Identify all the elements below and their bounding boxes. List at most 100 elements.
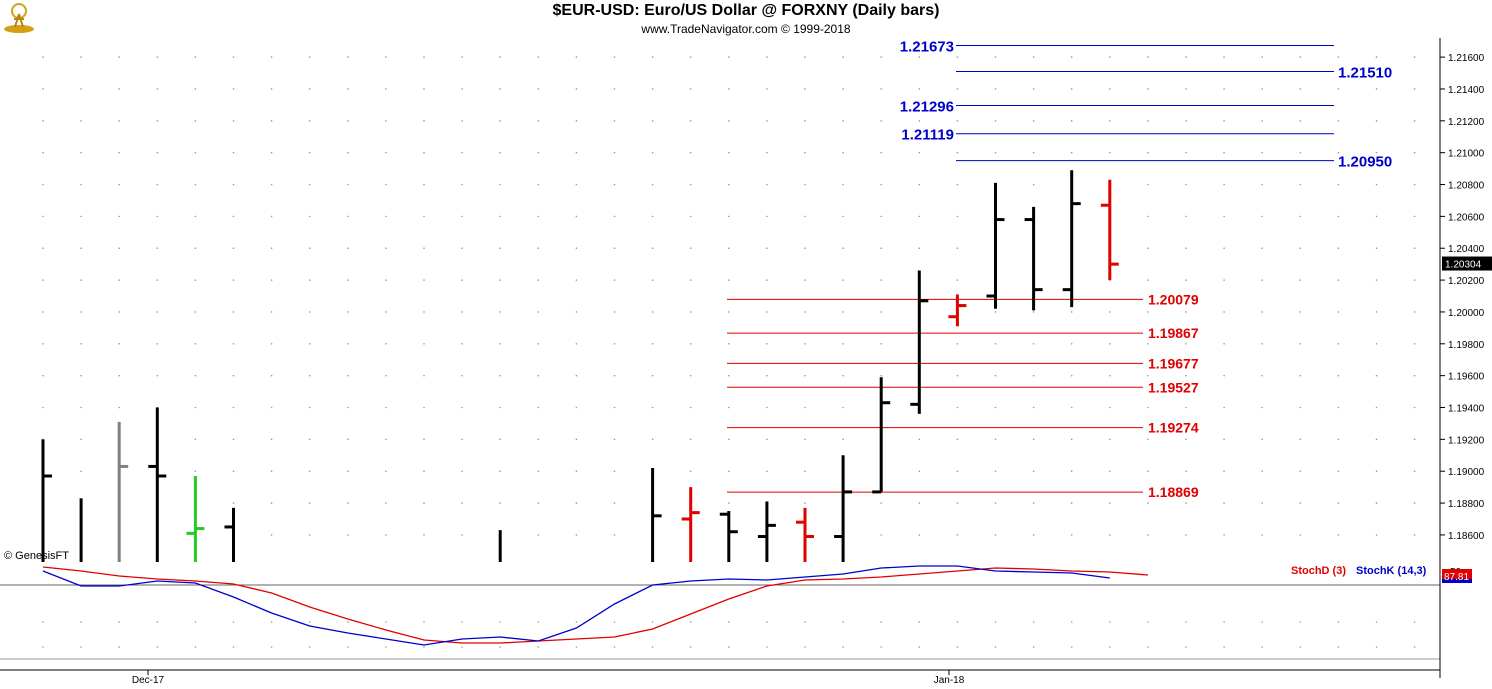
- grid-dot: [308, 470, 311, 473]
- grid-dot: [385, 621, 387, 623]
- grid-dot: [308, 534, 311, 536]
- grid-dot: [1337, 311, 1340, 313]
- grid-dot: [1337, 470, 1340, 473]
- grid-dot: [880, 88, 882, 90]
- grid-dot: [118, 279, 120, 281]
- blue-level-label: 1.21119: [901, 127, 954, 144]
- grid-dot: [118, 406, 120, 409]
- grid-dot: [156, 279, 159, 281]
- grid-dot: [156, 621, 159, 623]
- grid-dot: [1185, 534, 1187, 536]
- grid-dot: [804, 311, 806, 313]
- grid-dots: [42, 56, 1416, 648]
- grid-dot: [1109, 621, 1111, 623]
- grid-dot: [1375, 502, 1378, 504]
- grid-dot: [194, 120, 197, 122]
- grid-dot: [232, 438, 235, 441]
- grid-dot: [651, 621, 654, 623]
- grid-dot: [118, 215, 120, 218]
- chart-title: $EUR-USD: Euro/US Dollar @ FORXNY (Daily…: [552, 2, 940, 19]
- blue-level-label: 1.21510: [1338, 64, 1392, 81]
- grid-dot: [42, 56, 44, 58]
- grid-dot: [194, 183, 197, 186]
- red-level-label: 1.19867: [1148, 325, 1199, 341]
- y-tick-label: 1.18800: [1448, 499, 1485, 510]
- grid-dot: [575, 342, 578, 345]
- ohlc-bar: [186, 475, 205, 562]
- grid-dot: [956, 621, 959, 623]
- grid-dot: [842, 247, 844, 250]
- grid-dot: [80, 56, 82, 58]
- grid-dot: [308, 151, 311, 154]
- grid-dot: [80, 621, 82, 623]
- grid-dot: [42, 646, 44, 648]
- grid-dot: [880, 183, 882, 186]
- ohlc-bar: [117, 421, 129, 562]
- grid-dot: [1413, 311, 1416, 313]
- grid-dot: [42, 88, 44, 90]
- grid-dot: [1375, 151, 1378, 154]
- grid-dot: [804, 183, 806, 186]
- grid-dot: [232, 470, 235, 473]
- grid-dot: [194, 215, 197, 218]
- grid-dot: [689, 374, 692, 377]
- grid-dot: [575, 311, 578, 313]
- grid-dot: [42, 311, 44, 313]
- grid-dot: [1413, 120, 1416, 122]
- grid-dot: [1299, 502, 1302, 504]
- grid-dot: [613, 247, 616, 250]
- grid-dot: [347, 88, 349, 90]
- grid-dot: [118, 183, 120, 186]
- grid-dot: [423, 502, 425, 504]
- grid-dot: [308, 406, 311, 409]
- grid-dot: [575, 438, 578, 441]
- grid-dot: [1147, 438, 1149, 441]
- grid-dot: [880, 215, 882, 218]
- grid-dot: [804, 247, 806, 250]
- grid-dot: [956, 279, 959, 281]
- grid-dot: [1185, 646, 1187, 648]
- grid-dot: [1375, 247, 1378, 250]
- grid-dot: [537, 151, 540, 154]
- grid-dot: [842, 215, 844, 218]
- grid-dot: [194, 646, 197, 648]
- grid-dot: [1299, 534, 1302, 536]
- ohlc-bar: [948, 294, 967, 327]
- grid-dot: [956, 88, 959, 90]
- grid-dot: [270, 311, 273, 313]
- grid-dot: [1413, 342, 1416, 345]
- grid-dot: [1299, 470, 1302, 473]
- grid-dot: [575, 215, 578, 218]
- stoch-series-line: [42, 565, 1110, 646]
- grid-dot: [1070, 374, 1073, 377]
- grid-dot: [1223, 534, 1225, 536]
- grid-dot: [613, 151, 616, 154]
- grid-dot: [1147, 470, 1149, 473]
- grid-dot: [385, 534, 387, 536]
- grid-dot: [880, 279, 882, 281]
- grid-dot: [499, 502, 502, 504]
- grid-dot: [42, 342, 44, 345]
- grid-dot: [232, 120, 235, 122]
- grid-dot: [613, 279, 616, 281]
- grid-dot: [994, 342, 997, 345]
- grid-dot: [1032, 502, 1035, 504]
- grid-dot: [1070, 502, 1073, 504]
- grid-dot: [842, 342, 844, 345]
- grid-dot: [880, 151, 882, 154]
- grid-dot: [1223, 374, 1225, 377]
- grid-dot: [880, 311, 882, 313]
- y-tick-label: 1.20000: [1448, 308, 1485, 319]
- grid-dot: [232, 215, 235, 218]
- grid-dot: [80, 247, 82, 250]
- y-tick-label: 1.19400: [1448, 404, 1485, 415]
- grid-dot: [766, 279, 768, 281]
- grid-dot: [270, 120, 273, 122]
- y-tick-label: 1.19600: [1448, 372, 1485, 383]
- grid-dot: [537, 88, 540, 90]
- grid-dot: [994, 646, 997, 648]
- grid-dot: [1147, 215, 1149, 218]
- grid-dot: [499, 88, 502, 90]
- grid-dot: [918, 621, 921, 623]
